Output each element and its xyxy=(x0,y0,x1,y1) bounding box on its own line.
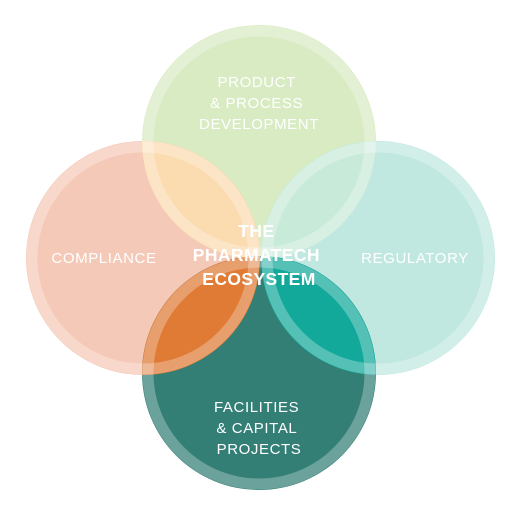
label-compliance: COMPLIANCE xyxy=(51,250,156,267)
ring-top xyxy=(142,25,376,259)
label-regulatory: REGULATORY xyxy=(361,250,469,267)
center-title: THE PHARMATECH ECOSYSTEM xyxy=(193,221,325,289)
label-product-process-development: PRODUCT & PROCESS DEVELOPMENT xyxy=(199,74,319,133)
ring-right xyxy=(261,141,495,375)
overlap-right-bottom xyxy=(261,256,376,375)
overlap-top-right xyxy=(261,141,376,259)
label-facilities-capital-projects: FACILITIES & CAPITAL PROJECTS xyxy=(214,399,304,458)
ring-left xyxy=(26,141,260,375)
ring-bottom xyxy=(142,256,376,490)
